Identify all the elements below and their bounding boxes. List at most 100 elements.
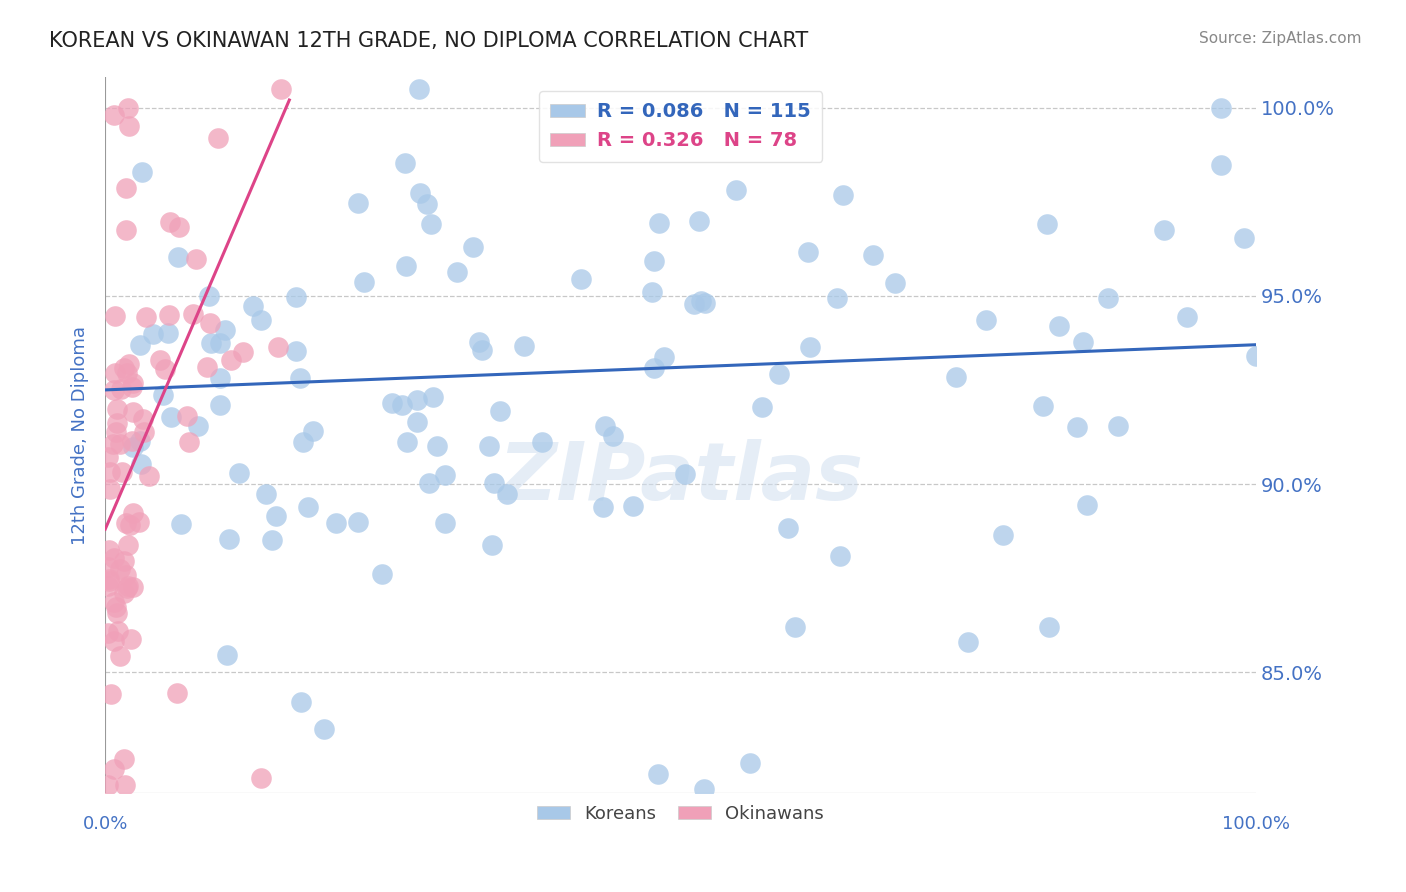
Point bbox=[260, 533, 283, 547]
Point bbox=[118, 120, 141, 134]
Point bbox=[121, 379, 143, 393]
Point bbox=[418, 475, 440, 490]
Point bbox=[434, 516, 457, 530]
Point bbox=[1076, 498, 1098, 512]
Point bbox=[692, 781, 714, 796]
Point bbox=[778, 521, 800, 535]
Point bbox=[1097, 291, 1119, 305]
Point bbox=[218, 533, 240, 547]
Point bbox=[284, 344, 307, 359]
Point bbox=[641, 285, 664, 300]
Point bbox=[1175, 310, 1198, 324]
Point bbox=[105, 606, 128, 620]
Point bbox=[105, 417, 128, 431]
Point bbox=[111, 465, 134, 479]
Point bbox=[461, 240, 484, 254]
Point bbox=[156, 326, 179, 340]
Point bbox=[312, 722, 335, 736]
Point bbox=[489, 404, 512, 418]
Point bbox=[250, 313, 273, 327]
Point bbox=[254, 487, 277, 501]
Point bbox=[159, 410, 181, 425]
Point bbox=[209, 335, 232, 350]
Point bbox=[695, 296, 717, 310]
Point bbox=[832, 188, 855, 202]
Point bbox=[120, 517, 142, 532]
Point bbox=[115, 581, 138, 595]
Point bbox=[242, 298, 264, 312]
Point bbox=[104, 600, 127, 615]
Y-axis label: 12th Grade, No Diploma: 12th Grade, No Diploma bbox=[72, 326, 89, 545]
Point bbox=[395, 259, 418, 273]
Point bbox=[181, 306, 204, 320]
Point bbox=[166, 250, 188, 264]
Point bbox=[179, 435, 201, 450]
Point bbox=[945, 370, 967, 384]
Text: KOREAN VS OKINAWAN 12TH GRADE, NO DIPLOMA CORRELATION CHART: KOREAN VS OKINAWAN 12TH GRADE, NO DIPLOM… bbox=[49, 31, 808, 51]
Point bbox=[347, 515, 370, 529]
Point bbox=[652, 350, 675, 364]
Point bbox=[290, 695, 312, 709]
Point bbox=[97, 626, 120, 640]
Point bbox=[799, 340, 821, 354]
Point bbox=[1049, 318, 1071, 333]
Point bbox=[301, 424, 323, 438]
Point bbox=[1244, 349, 1267, 363]
Point bbox=[108, 648, 131, 663]
Point bbox=[648, 216, 671, 230]
Point bbox=[103, 762, 125, 776]
Point bbox=[142, 326, 165, 341]
Point bbox=[121, 506, 143, 520]
Point bbox=[105, 425, 128, 439]
Point bbox=[621, 499, 644, 513]
Point bbox=[200, 335, 222, 350]
Point bbox=[381, 395, 404, 409]
Point bbox=[602, 429, 624, 443]
Point bbox=[1211, 158, 1233, 172]
Point bbox=[117, 101, 139, 115]
Point bbox=[170, 517, 193, 532]
Point bbox=[395, 435, 418, 450]
Point bbox=[117, 579, 139, 593]
Point bbox=[783, 620, 806, 634]
Point bbox=[114, 752, 136, 766]
Point bbox=[422, 390, 444, 404]
Legend: Koreans, Okinawans: Koreans, Okinawans bbox=[530, 797, 831, 830]
Point bbox=[135, 310, 157, 324]
Text: 0.0%: 0.0% bbox=[83, 815, 128, 833]
Point bbox=[409, 186, 432, 201]
Point bbox=[112, 554, 135, 568]
Point bbox=[105, 402, 128, 417]
Point bbox=[284, 290, 307, 304]
Point bbox=[768, 367, 790, 381]
Point bbox=[1211, 101, 1233, 115]
Point bbox=[209, 371, 232, 385]
Point bbox=[862, 248, 884, 262]
Point bbox=[496, 487, 519, 501]
Point bbox=[371, 567, 394, 582]
Point bbox=[394, 155, 416, 169]
Point bbox=[593, 418, 616, 433]
Point bbox=[738, 756, 761, 770]
Point bbox=[176, 409, 198, 423]
Point bbox=[103, 550, 125, 565]
Point bbox=[827, 291, 849, 305]
Point bbox=[112, 361, 135, 376]
Point bbox=[1036, 217, 1059, 231]
Point bbox=[217, 648, 239, 663]
Point bbox=[198, 316, 221, 330]
Point bbox=[426, 439, 449, 453]
Point bbox=[166, 686, 188, 700]
Point bbox=[264, 509, 287, 524]
Point bbox=[468, 334, 491, 349]
Point bbox=[688, 214, 710, 228]
Point bbox=[149, 353, 172, 368]
Point bbox=[353, 275, 375, 289]
Point bbox=[122, 405, 145, 419]
Point bbox=[1233, 230, 1256, 244]
Point bbox=[195, 359, 218, 374]
Point bbox=[419, 217, 441, 231]
Point bbox=[957, 635, 980, 649]
Point bbox=[830, 549, 852, 563]
Point bbox=[228, 466, 250, 480]
